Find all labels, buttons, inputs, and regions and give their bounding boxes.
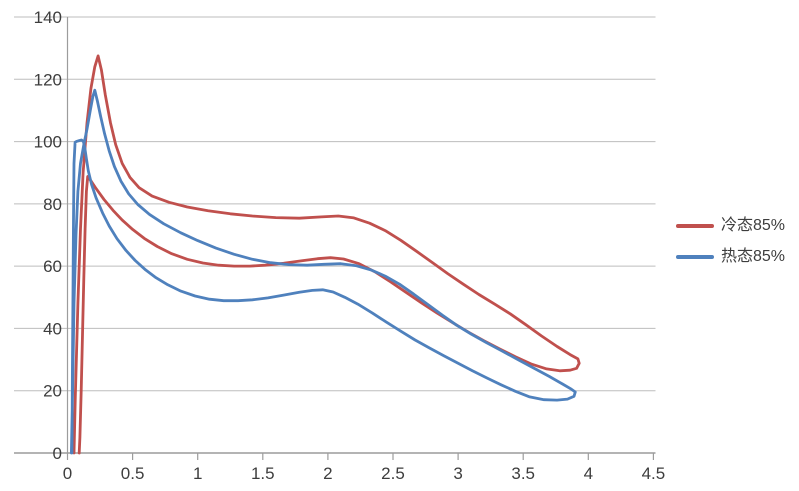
x-tick-label-4: 4	[584, 464, 593, 483]
y-tick-label-140: 140	[34, 8, 62, 27]
x-tick-label-4.5: 4.5	[642, 464, 666, 483]
x-tick-label-3.5: 3.5	[511, 464, 535, 483]
legend: 冷态85% 热态85%	[676, 214, 785, 269]
y-tick-label-0: 0	[53, 444, 62, 463]
x-tick-label-0.5: 0.5	[121, 464, 145, 483]
y-tick-label-100: 100	[34, 133, 62, 152]
x-tick-label-1: 1	[193, 464, 202, 483]
legend-label-hot: 热态85%	[721, 248, 786, 265]
legend-line-swatch-hot	[676, 255, 714, 259]
x-tick-label-3: 3	[453, 464, 462, 483]
x-tick-label-2.5: 2.5	[381, 464, 405, 483]
y-tick-label-80: 80	[43, 195, 62, 214]
y-tick-label-20: 20	[43, 382, 62, 401]
y-tick-label-40: 40	[43, 319, 62, 338]
y-tick-label-120: 120	[34, 70, 62, 89]
x-tick-label-2: 2	[323, 464, 332, 483]
series-line-cold-85[interactable]	[72, 54, 581, 455]
legend-item-cold-85[interactable]: 冷态85%	[676, 214, 785, 238]
x-tick-label-1.5: 1.5	[251, 464, 275, 483]
x-tick-label-0: 0	[63, 464, 72, 483]
y-tick-label-60: 60	[43, 257, 62, 276]
legend-item-hot-85[interactable]: 热态85%	[676, 245, 785, 269]
series-line-hot-85[interactable]	[70, 88, 577, 455]
legend-line-swatch-cold	[676, 224, 714, 228]
legend-label-cold: 冷态85%	[721, 217, 786, 234]
